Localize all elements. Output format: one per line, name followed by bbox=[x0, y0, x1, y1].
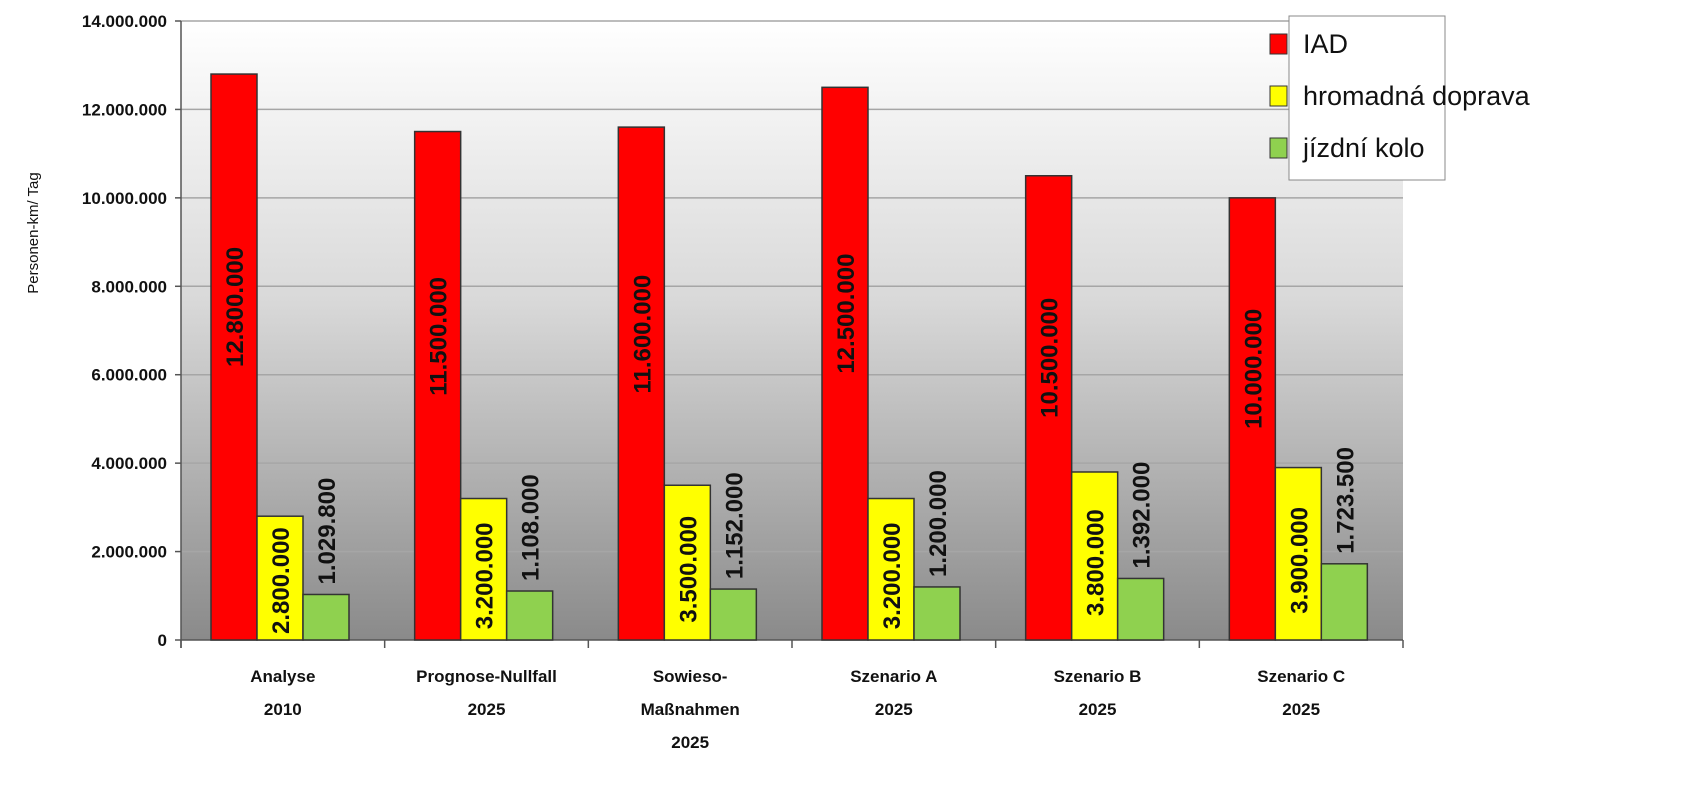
legend-label: IAD bbox=[1303, 29, 1348, 59]
x-tick-label: Sowieso- bbox=[653, 667, 728, 686]
data-label: 1.723.500 bbox=[1332, 447, 1359, 554]
data-label: 2.800.000 bbox=[268, 527, 295, 634]
data-label: 3.200.000 bbox=[879, 522, 906, 629]
bar bbox=[1274, 466, 1323, 641]
x-tick-label: 2010 bbox=[264, 700, 302, 719]
data-label: 11.600.000 bbox=[629, 275, 656, 394]
data-label: 11.500.000 bbox=[426, 277, 453, 396]
plot-area bbox=[181, 21, 1403, 640]
bar bbox=[210, 73, 258, 641]
x-tick-label: 2025 bbox=[1079, 700, 1117, 719]
y-tick-label: 2.000.000 bbox=[91, 543, 167, 562]
y-tick-label: 0 bbox=[158, 631, 167, 650]
data-label: 1.392.000 bbox=[1129, 462, 1156, 569]
bar bbox=[663, 484, 712, 641]
data-label: 1.029.800 bbox=[314, 478, 341, 585]
data-label: 1.200.000 bbox=[925, 470, 952, 577]
x-tick-label: Prognose-Nullfall bbox=[416, 667, 557, 686]
bar bbox=[821, 86, 869, 641]
bar bbox=[1116, 577, 1165, 641]
y-tick-label: 12.000.000 bbox=[82, 100, 167, 119]
y-axis-label: Personen-km/ Tag bbox=[25, 172, 42, 293]
data-label: 1.152.000 bbox=[721, 472, 748, 579]
data-label: 1.108.000 bbox=[518, 474, 545, 581]
legend: IAD hromadná doprava jízdní kolo bbox=[1269, 15, 1531, 181]
x-tick-label: Analyse bbox=[250, 667, 315, 686]
axes: 0 2.000.000 4.000.000 6.000.000 8.000.000 10.… bbox=[82, 12, 1404, 752]
bar bbox=[709, 588, 758, 641]
y-tick-label: 14.000.000 bbox=[82, 12, 167, 31]
bar bbox=[1070, 471, 1119, 641]
data-label: 12.800.000 bbox=[222, 247, 249, 367]
bar bbox=[1320, 563, 1369, 641]
x-tick-label: 2025 bbox=[875, 700, 913, 719]
legend-swatch bbox=[1269, 85, 1288, 107]
bar bbox=[302, 593, 350, 641]
gridlines bbox=[181, 20, 1403, 553]
x-tick-label: Szenario A bbox=[850, 667, 937, 686]
x-tick-label: Maßnahmen bbox=[641, 700, 740, 719]
legend-swatch bbox=[1269, 33, 1288, 55]
x-tick-label: 2025 bbox=[468, 700, 506, 719]
y-tick-label: 8.000.000 bbox=[91, 277, 167, 296]
legend-swatch bbox=[1269, 137, 1288, 159]
bar bbox=[413, 130, 462, 641]
data-label: 3.800.000 bbox=[1083, 509, 1110, 616]
y-tick-label: 6.000.000 bbox=[91, 366, 167, 385]
x-tick-label: Szenario C bbox=[1257, 667, 1345, 686]
bar bbox=[459, 497, 508, 641]
data-label: 10.000.000 bbox=[1240, 309, 1267, 429]
x-tick-label: 2025 bbox=[671, 733, 709, 752]
bar bbox=[505, 590, 554, 641]
bar bbox=[1228, 197, 1277, 641]
data-label: 3.900.000 bbox=[1286, 507, 1313, 614]
y-tick-label: 4.000.000 bbox=[91, 454, 167, 473]
data-label: 3.200.000 bbox=[472, 522, 499, 629]
bar bbox=[867, 497, 915, 641]
data-label: 3.500.000 bbox=[675, 516, 702, 623]
x-tick-label: 2025 bbox=[1282, 700, 1320, 719]
legend-box bbox=[1288, 15, 1446, 181]
legend-label: hromadná doprava bbox=[1303, 81, 1531, 111]
x-tick-label: Szenario B bbox=[1054, 667, 1142, 686]
bar bbox=[1024, 175, 1073, 641]
legend-label: jízdní kolo bbox=[1302, 133, 1425, 163]
bar bbox=[256, 515, 304, 641]
bars bbox=[210, 73, 1369, 641]
data-label: 12.500.000 bbox=[833, 254, 860, 374]
y-tick-label: 10.000.000 bbox=[82, 189, 167, 208]
bar bbox=[913, 586, 961, 641]
data-labels: 12.800.000 11.500.000 11.600.000 12.500.000… bbox=[222, 247, 1359, 634]
bar bbox=[617, 126, 666, 641]
data-label: 10.500.000 bbox=[1037, 298, 1064, 418]
